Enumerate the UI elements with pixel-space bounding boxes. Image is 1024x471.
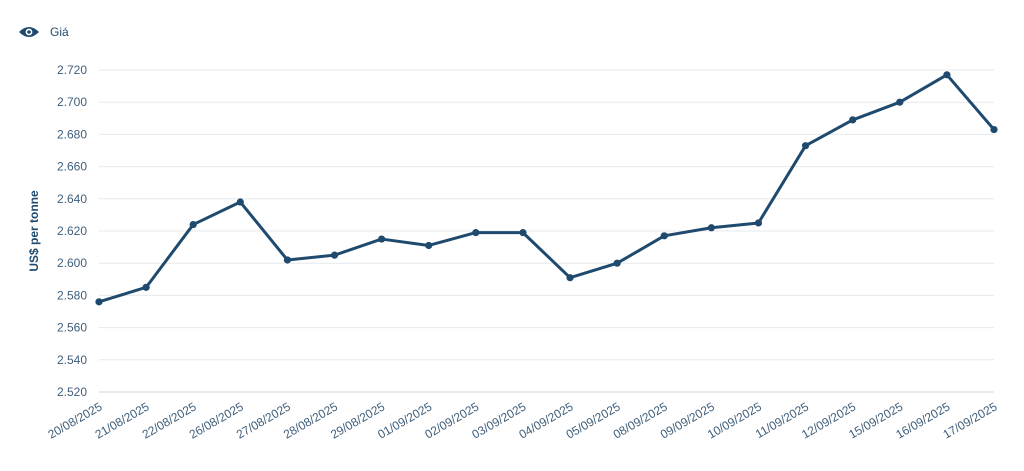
x-tick-label: 17/09/2025 — [940, 399, 999, 441]
data-point — [660, 232, 668, 240]
legend-item-gia[interactable]: Giá — [18, 22, 69, 42]
data-point — [754, 219, 763, 227]
data-point — [896, 98, 904, 106]
y-axis-title: US$ per tonne — [27, 190, 41, 272]
y-tick-label: 2.700 — [57, 95, 87, 109]
y-tick-label: 2.620 — [57, 224, 87, 238]
data-point — [849, 116, 857, 124]
y-tick-label: 2.640 — [57, 192, 87, 206]
y-tick-label: 2.680 — [57, 127, 87, 141]
data-point — [990, 125, 998, 134]
data-point — [707, 224, 715, 232]
y-tick-label: 2.560 — [57, 321, 87, 335]
data-point — [613, 259, 621, 267]
data-point — [283, 256, 292, 264]
data-point — [236, 198, 244, 206]
y-tick-label: 2.720 — [57, 63, 87, 77]
data-point — [472, 229, 480, 237]
y-tick-label: 2.520 — [57, 385, 87, 399]
data-point — [189, 220, 197, 229]
data-point — [425, 241, 433, 250]
legend-label: Giá — [50, 25, 69, 39]
eye-icon — [19, 27, 39, 37]
y-tick-label: 2.540 — [57, 353, 87, 367]
y-tick-label: 2.660 — [57, 160, 87, 174]
data-point — [378, 235, 386, 243]
data-point — [943, 71, 951, 79]
y-tick-label: 2.580 — [57, 288, 87, 302]
series-line — [97, 73, 996, 304]
data-point — [95, 298, 103, 306]
data-point — [801, 142, 810, 150]
data-point — [519, 229, 527, 237]
data-point — [566, 274, 574, 282]
data-point — [330, 251, 339, 259]
y-tick-label: 2.600 — [57, 256, 87, 270]
data-point — [142, 283, 150, 291]
